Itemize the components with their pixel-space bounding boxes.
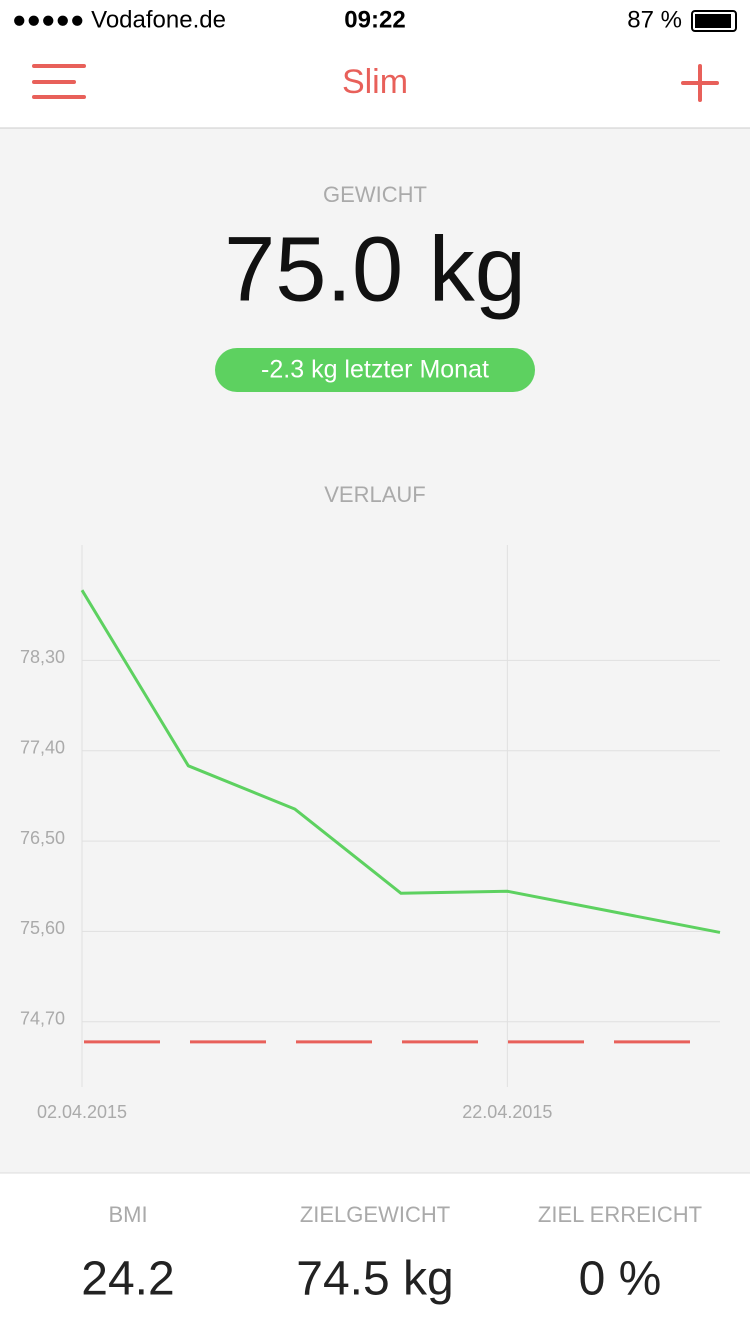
y-tick-label: 76,50: [20, 828, 65, 848]
y-tick-label: 74,70: [20, 1009, 65, 1029]
x-tick-label: 22.04.2015: [462, 1102, 552, 1122]
battery-text: 87 %: [627, 6, 682, 33]
battery-icon: [691, 10, 737, 32]
carrier: ●●●●● Vodafone.de: [12, 6, 226, 33]
weight-value: 75.0 kg: [224, 218, 526, 320]
stats: BMI 24.2 ZIELGEWICHT 74.5 kg ZIEL ERREICHT 0 …: [81, 1202, 702, 1306]
weight-label: GEWICHT: [323, 182, 427, 207]
stat-label: ZIELGEWICHT: [300, 1202, 450, 1227]
stats-bg: [0, 1173, 750, 1334]
y-tick-label: 78,30: [20, 647, 65, 667]
chart: 74,70 75,60 76,50 77,40 78,30 02.04.2015 22.04…: [20, 545, 721, 1122]
y-tick-label: 77,40: [20, 738, 65, 758]
y-tick-label: 75,60: [20, 918, 65, 938]
stat-value: 24.2: [81, 1253, 174, 1306]
nav-title: Slim: [342, 63, 408, 101]
change-badge: [215, 348, 535, 392]
stat-value: 0 %: [579, 1253, 662, 1306]
battery-level: [695, 14, 731, 28]
weight-line: [80, 589, 721, 934]
add-button[interactable]: [681, 64, 719, 102]
change-text: -2.3 kg letzter Monat: [261, 356, 489, 384]
stat-label: BMI: [108, 1202, 147, 1227]
stat-label: ZIEL ERREICHT: [538, 1202, 702, 1227]
time: 09:22: [344, 6, 405, 33]
menu-button[interactable]: [32, 64, 86, 99]
header-bg: [0, 0, 750, 128]
x-tick-label: 02.04.2015: [37, 1102, 127, 1122]
stat-value: 74.5 kg: [296, 1253, 453, 1306]
chart-title: VERLAUF: [324, 482, 425, 507]
